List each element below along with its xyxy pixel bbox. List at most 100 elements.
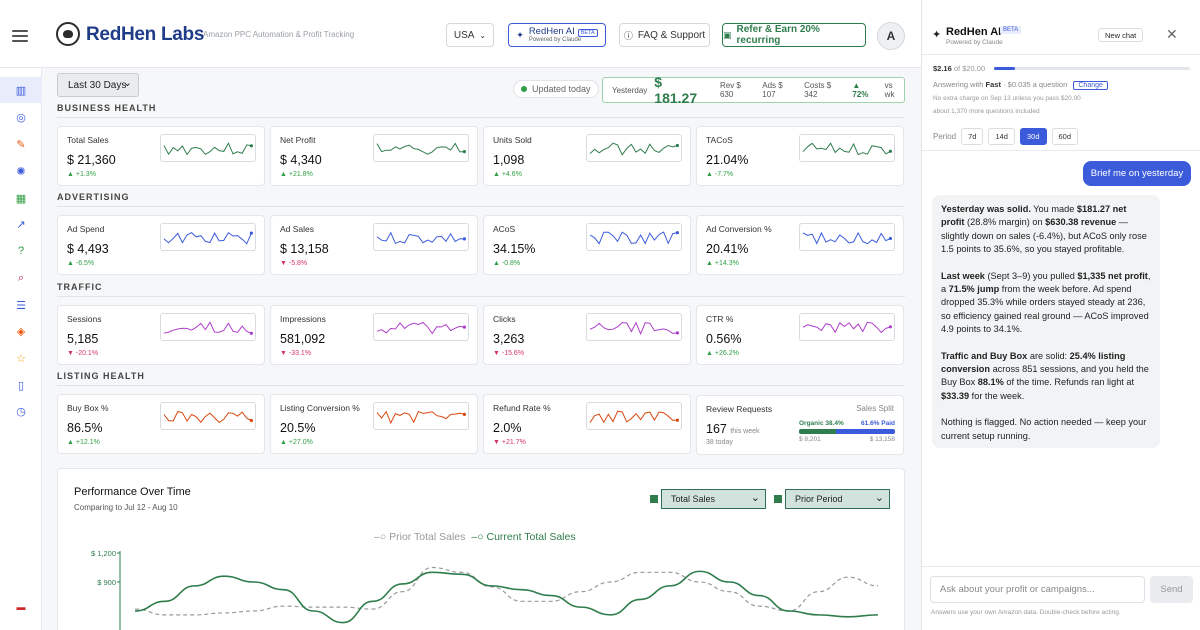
yesterday-summary[interactable]: Yesterday $ 181.27 Rev $ 630 Ads $ 107 C… [602, 74, 905, 106]
clock-icon[interactable]: ◷ [16, 405, 26, 418]
chat-input[interactable]: Ask about your profit or campaigns... [930, 576, 1145, 603]
period-14d[interactable]: 14d [988, 128, 1015, 145]
card-change: ▲ +14.3% [706, 260, 739, 267]
answering-mode: Answering with Fast · $0.035 a question … [933, 80, 1108, 90]
legend-prior[interactable]: –○ Prior Total Sales [374, 531, 466, 543]
search-icon[interactable]: ⌕ [17, 271, 25, 284]
chart-title: Performance Over Time [74, 486, 191, 498]
metric-card[interactable]: Clicks 3,263 ▼ -15.6% [483, 305, 691, 365]
metric-card[interactable]: Units Sold 1,098 ▲ +4.6% [483, 126, 691, 186]
card-label: TACoS [706, 135, 733, 145]
section-title: ADVERTISING [57, 192, 130, 202]
ai-paragraph: Yesterday was solid. You made $181.27 ne… [941, 204, 1147, 255]
card-label: Listing Conversion % [280, 403, 360, 413]
metric-card[interactable]: Total Sales $ 21,360 ▲ +1.3% [57, 126, 265, 186]
metric-card[interactable]: Ad Conversion % 20.41% ▲ +14.3% [696, 215, 904, 275]
metric-card[interactable]: Buy Box % 86.5% ▲ +12.1% [57, 394, 265, 454]
y-tick-label: $ 1,200 [91, 549, 116, 558]
book-icon[interactable]: ▯ [17, 379, 25, 392]
chart-subtitle: Comparing to Jul 12 - Aug 10 [74, 503, 178, 512]
section-divider [57, 117, 905, 118]
close-icon[interactable]: ✕ [1166, 26, 1178, 42]
section-title: BUSINESS HEALTH [57, 103, 157, 113]
metric-card[interactable]: Refund Rate % 2.0% ▼ +21.7% [483, 394, 691, 454]
redhen-ai-button[interactable]: ✦ RedHen AI BETA Powered by Claude [508, 23, 606, 47]
box-icon[interactable]: ◈ [16, 325, 26, 338]
metric-card[interactable]: Listing Conversion % 20.5% ▲ +27.0% [270, 394, 478, 454]
pen-icon[interactable]: ✎ [16, 138, 26, 151]
today-count: 38 today [706, 439, 733, 446]
help-icon[interactable]: ? [17, 245, 25, 257]
disclaimer: Answers use your own Amazon data. Double… [931, 609, 1121, 616]
list-icon[interactable]: ☰ [16, 299, 26, 312]
metric-select[interactable]: Total Sales [661, 489, 766, 509]
card-label: Impressions [280, 314, 326, 324]
sparkline [586, 223, 682, 251]
period-30d[interactable]: 30d [1019, 128, 1047, 145]
card-value: 3,263 [493, 332, 525, 346]
faq-button[interactable]: ⓘ FAQ & Support [619, 23, 710, 47]
organic-bar [799, 429, 836, 434]
sparkline [373, 313, 469, 341]
metric-card[interactable]: CTR % 0.56% ▲ +26.2% [696, 305, 904, 365]
metric-card[interactable]: TACoS 21.04% ▲ -7.7% [696, 126, 904, 186]
new-chat-button[interactable]: New chat [1098, 28, 1144, 42]
ai-panel: ✦ RedHen AI BETA Powered by Claude New c… [921, 0, 1200, 630]
change-button[interactable]: Change [1073, 81, 1108, 90]
avatar[interactable]: A [877, 22, 905, 50]
card-change: ▲ +12.1% [67, 439, 100, 446]
metric-card[interactable]: Net Profit $ 4,340 ▲ +21.8% [270, 126, 478, 186]
chart-icon[interactable]: ▥ [0, 77, 42, 103]
country-select[interactable]: USA ⌄ [446, 23, 494, 47]
budget-progress [994, 67, 1190, 70]
yesterday-profit: $ 181.27 [654, 74, 698, 106]
sparkline [586, 313, 682, 341]
ai-button-title: RedHen AI [528, 25, 575, 37]
refer-button[interactable]: ▣ Refer & Earn 20% recurring [722, 23, 866, 47]
sparkline [160, 402, 256, 430]
legend-current[interactable]: –○ Current Total Sales [471, 531, 576, 543]
send-button[interactable]: Send [1150, 576, 1193, 603]
metric-card[interactable]: Impressions 581,092 ▼ -33.1% [270, 305, 478, 365]
date-range-select[interactable]: Last 30 Days [57, 73, 139, 97]
help-icon: ⓘ [623, 30, 633, 41]
yesterday-rev: Rev $ 630 [719, 81, 741, 99]
card-value: 20.5% [280, 421, 316, 435]
target-icon[interactable]: ◎ [16, 111, 26, 124]
grid-icon[interactable]: ▦ [15, 192, 27, 205]
metric-card[interactable]: ACoS 34.15% ▲ -0.8% [483, 215, 691, 275]
metric-card[interactable]: Ad Sales $ 13,158 ▼ -5.8% [270, 215, 478, 275]
sparkline [799, 134, 895, 162]
card-label: ACoS [493, 224, 516, 234]
chevron-down-icon: ⌄ [479, 30, 487, 40]
review-requests-card[interactable]: Review Requests Sales Split 167 this wee… [696, 395, 904, 455]
period-60d[interactable]: 60d [1051, 128, 1079, 145]
period-7d[interactable]: 7d [961, 128, 984, 145]
beta-badge: BETA [577, 28, 598, 37]
sparkline [373, 223, 469, 251]
card-change: ▼ -33.1% [280, 350, 312, 357]
section-title: LISTING HEALTH [57, 371, 145, 381]
card-value: 5,185 [67, 332, 99, 346]
paid-bar [835, 429, 895, 434]
trend-icon[interactable]: ↗ [16, 218, 26, 231]
brand-name[interactable]: RedHen Labs [86, 24, 205, 45]
sparkle-icon[interactable]: ✺ [16, 165, 26, 178]
compare-select[interactable]: Prior Period [785, 489, 890, 509]
user-message: Brief me on yesterday [1083, 161, 1191, 186]
yesterday-change: ▲ 72% [852, 81, 869, 99]
menu-icon[interactable] [12, 30, 28, 42]
metric-card[interactable]: Ad Spend $ 4,493 ▲ -6.5% [57, 215, 265, 275]
divider [922, 150, 1200, 151]
card-value: 86.5% [67, 421, 103, 435]
divider [922, 566, 1200, 567]
star-icon[interactable]: ☆ [16, 352, 26, 365]
card-change: ▲ -6.5% [67, 260, 95, 267]
flag-icon[interactable]: ▬ [16, 602, 26, 612]
budget-progress-fill [994, 67, 1016, 70]
card-value: 20.41% [706, 242, 749, 256]
metric-card[interactable]: Sessions 5,185 ▼ -20.1% [57, 305, 265, 365]
prior-series-line [134, 566, 879, 616]
yesterday-vs: vs wk [884, 81, 895, 99]
card-value: 1,098 [493, 153, 525, 167]
